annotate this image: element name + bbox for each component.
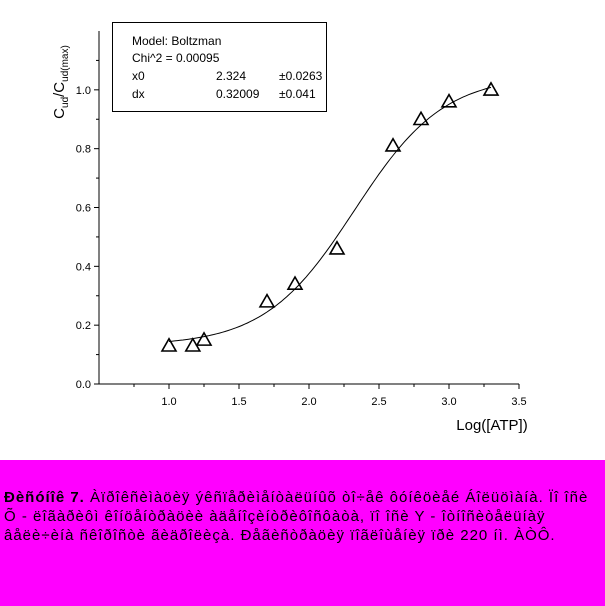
chart-svg: 1.0 1.5 2.0 2.5 3.0 3.5 0.0 0.2 0.4 0.6 0.8 1.0 Log… [51, 31, 528, 434]
legend-param-value: 0.32009 [216, 87, 260, 101]
x-tick-label: 1.5 [231, 396, 246, 408]
legend-row-dx: dx 0.32009 ±0.041 [132, 87, 316, 103]
x-axis-label: Log([ATP]) [456, 417, 527, 434]
y-tick-label: 0.2 [76, 320, 91, 332]
x-tick-label: 3.5 [511, 396, 526, 408]
x-tick-label: 3.0 [441, 396, 456, 408]
y-tick-label: 0.0 [76, 379, 91, 391]
data-point-triangle [482, 81, 500, 96]
data-point-triangle [328, 240, 346, 255]
caption-label: Ðèñóíîê 7. [4, 489, 85, 506]
y-tick-label: 0.6 [76, 203, 91, 215]
y-axis-label: Cud/Cud(max) [51, 45, 71, 119]
x-tick-label: 2.0 [301, 396, 316, 408]
data-point-triangle [286, 275, 304, 291]
fit-curve [168, 86, 492, 342]
legend-model: Model: Boltzman [132, 34, 222, 48]
legend-chi2: Chi^2 = 0.00095 [132, 51, 220, 65]
legend-row-x0: x0 2.324 ±0.0263 [132, 69, 322, 85]
data-point-triangle [412, 110, 430, 126]
x-tick-label: 2.5 [371, 396, 386, 408]
y-tick-label: 0.8 [76, 144, 91, 156]
data-points [160, 81, 500, 352]
data-point-triangle [258, 293, 276, 308]
y-label-sub1: ud [60, 97, 71, 108]
figure-caption: Ðèñóíîê 7. Àïðîêñèìàöèÿ ýêñïåðèìåíòàëüíû… [0, 460, 605, 606]
x-tick-label: 1.0 [161, 396, 176, 408]
y-label-sub2: ud(max) [60, 45, 71, 82]
chart-area: 1.0 1.5 2.0 2.5 3.0 3.5 0.0 0.2 0.4 0.6 0.8 1.0 Log… [51, 22, 528, 434]
y-label-mid: /C [51, 82, 68, 97]
data-point-triangle [160, 337, 178, 352]
legend-param-name: x0 [132, 69, 145, 83]
y-tick-label: 0.4 [76, 261, 91, 273]
legend-param-error: ±0.0263 [279, 69, 323, 83]
ticks: 1.0 1.5 2.0 2.5 3.0 3.5 0.0 0.2 0.4 0.6 0.8 1.0 [76, 59, 527, 408]
caption-text: Àïðîêñèìàöèÿ ýêñïåðèìåíòàëüíûõ òî÷åê ôóí… [4, 489, 589, 544]
fit-legend-box: Model: Boltzman Chi^2 = 0.00095 x0 2.324… [112, 22, 327, 112]
data-point-triangle [195, 331, 213, 346]
legend-param-name: dx [132, 87, 145, 101]
y-tick-label: 1.0 [76, 85, 91, 97]
data-point-triangle [384, 137, 402, 152]
legend-param-value: 2.324 [216, 69, 247, 83]
data-point-triangle [440, 92, 458, 108]
y-label-main: C [51, 108, 68, 119]
legend-param-error: ±0.041 [279, 87, 316, 101]
